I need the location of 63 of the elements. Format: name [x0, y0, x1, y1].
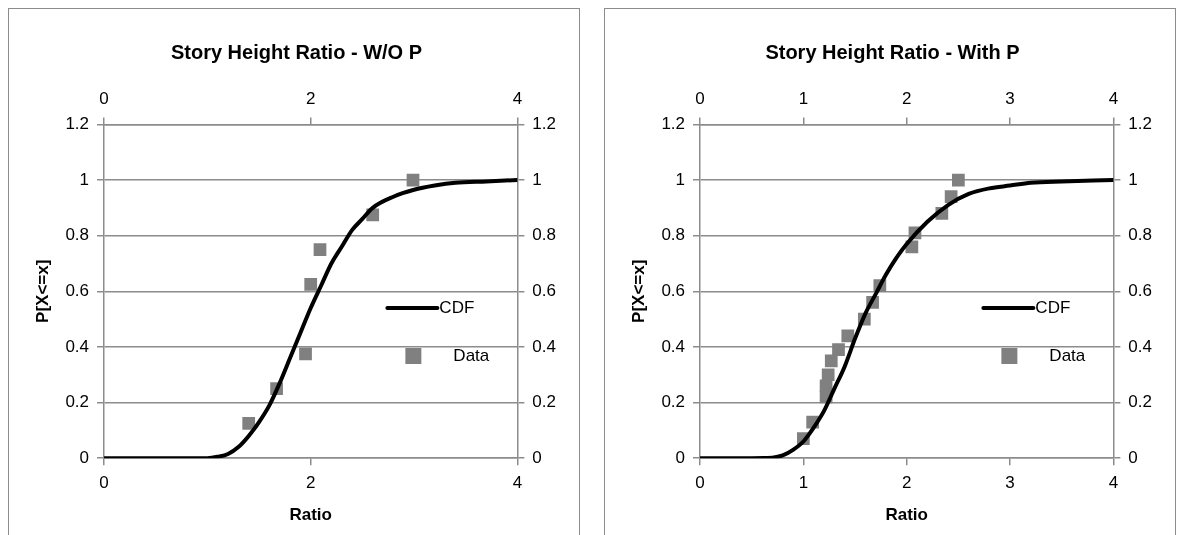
y2-tick-label: 0.8: [532, 225, 557, 245]
y2-tick-label: 1: [532, 169, 542, 189]
point: [299, 347, 312, 361]
point: [242, 417, 256, 430]
y-tick-label: 0: [675, 447, 686, 467]
x-axis-title: Ratio: [885, 505, 928, 525]
legend-label: Data: [453, 345, 490, 365]
x-tick-label: 4: [1108, 473, 1119, 493]
x2-tick-label: 4: [512, 88, 523, 108]
x2-tick-label: 0: [695, 88, 705, 108]
y-axis-title: P[X<=x]: [628, 259, 648, 323]
y-tick-label: 0: [79, 447, 90, 467]
y2-tick-label: 0.8: [1128, 225, 1153, 245]
y2-tick-label: 0.2: [532, 392, 557, 412]
y2-tick-label: 0: [1128, 447, 1138, 467]
x-tick-label: 2: [901, 473, 912, 493]
y2-tick-label: 0.6: [532, 280, 557, 300]
legend-label: CDF: [1035, 297, 1071, 317]
y2-tick-label: 1.2: [1128, 114, 1153, 134]
y-tick-label: 1: [79, 169, 90, 189]
y-tick-label: 0.6: [65, 280, 90, 300]
point: [952, 173, 965, 187]
y2-tick-label: 0: [532, 447, 542, 467]
x2-tick-label: 4: [1108, 88, 1119, 108]
x-tick-label: 3: [1005, 473, 1015, 493]
x-tick-label: 4: [512, 473, 523, 493]
x-tick-label: 1: [798, 473, 809, 493]
chart-title: Story Height Ratio - With P: [765, 40, 1020, 63]
point: [841, 329, 855, 343]
y2-tick-label: 0.6: [1128, 280, 1153, 300]
y-tick-label: 0.4: [65, 336, 90, 356]
point: [832, 343, 845, 357]
point: [824, 354, 838, 368]
x-tick-label: 0: [695, 473, 705, 493]
y2-tick-label: 0.4: [532, 336, 557, 356]
point: [304, 277, 318, 291]
y-tick-label: 0.6: [661, 280, 686, 300]
legend-label: CDF: [439, 297, 475, 317]
y-axis-title: P[X<=x]: [32, 259, 52, 323]
y-tick-label: 0.2: [661, 392, 686, 412]
y-tick-label: 0.4: [661, 336, 686, 356]
point: [821, 368, 835, 382]
x2-tick-label: 2: [901, 88, 912, 108]
chart-title: Story Height Ratio - W/O P: [170, 40, 423, 63]
y-tick-label: 0.8: [661, 225, 686, 245]
x2-tick-label: 3: [1005, 88, 1015, 108]
y2-tick-label: 1: [1128, 169, 1138, 189]
y-tick-label: 1.2: [65, 114, 90, 134]
y2-tick-label: 0.2: [1128, 392, 1153, 412]
y2-tick-label: 1.2: [532, 114, 557, 134]
y-tick-label: 0.2: [65, 392, 90, 412]
x-tick-label: 0: [99, 473, 109, 493]
legend-label: Data: [1049, 345, 1086, 365]
y2-tick-label: 0.4: [1128, 336, 1153, 356]
point: [313, 243, 327, 256]
y-tick-label: 1.2: [661, 114, 686, 134]
y-tick-label: 0.8: [65, 225, 90, 245]
x2-tick-label: 2: [305, 88, 316, 108]
x-tick-label: 2: [305, 473, 316, 493]
y-tick-label: 1: [675, 169, 686, 189]
x2-tick-label: 1: [798, 88, 809, 108]
x-axis-title: Ratio: [289, 505, 332, 525]
x2-tick-label: 0: [99, 88, 109, 108]
